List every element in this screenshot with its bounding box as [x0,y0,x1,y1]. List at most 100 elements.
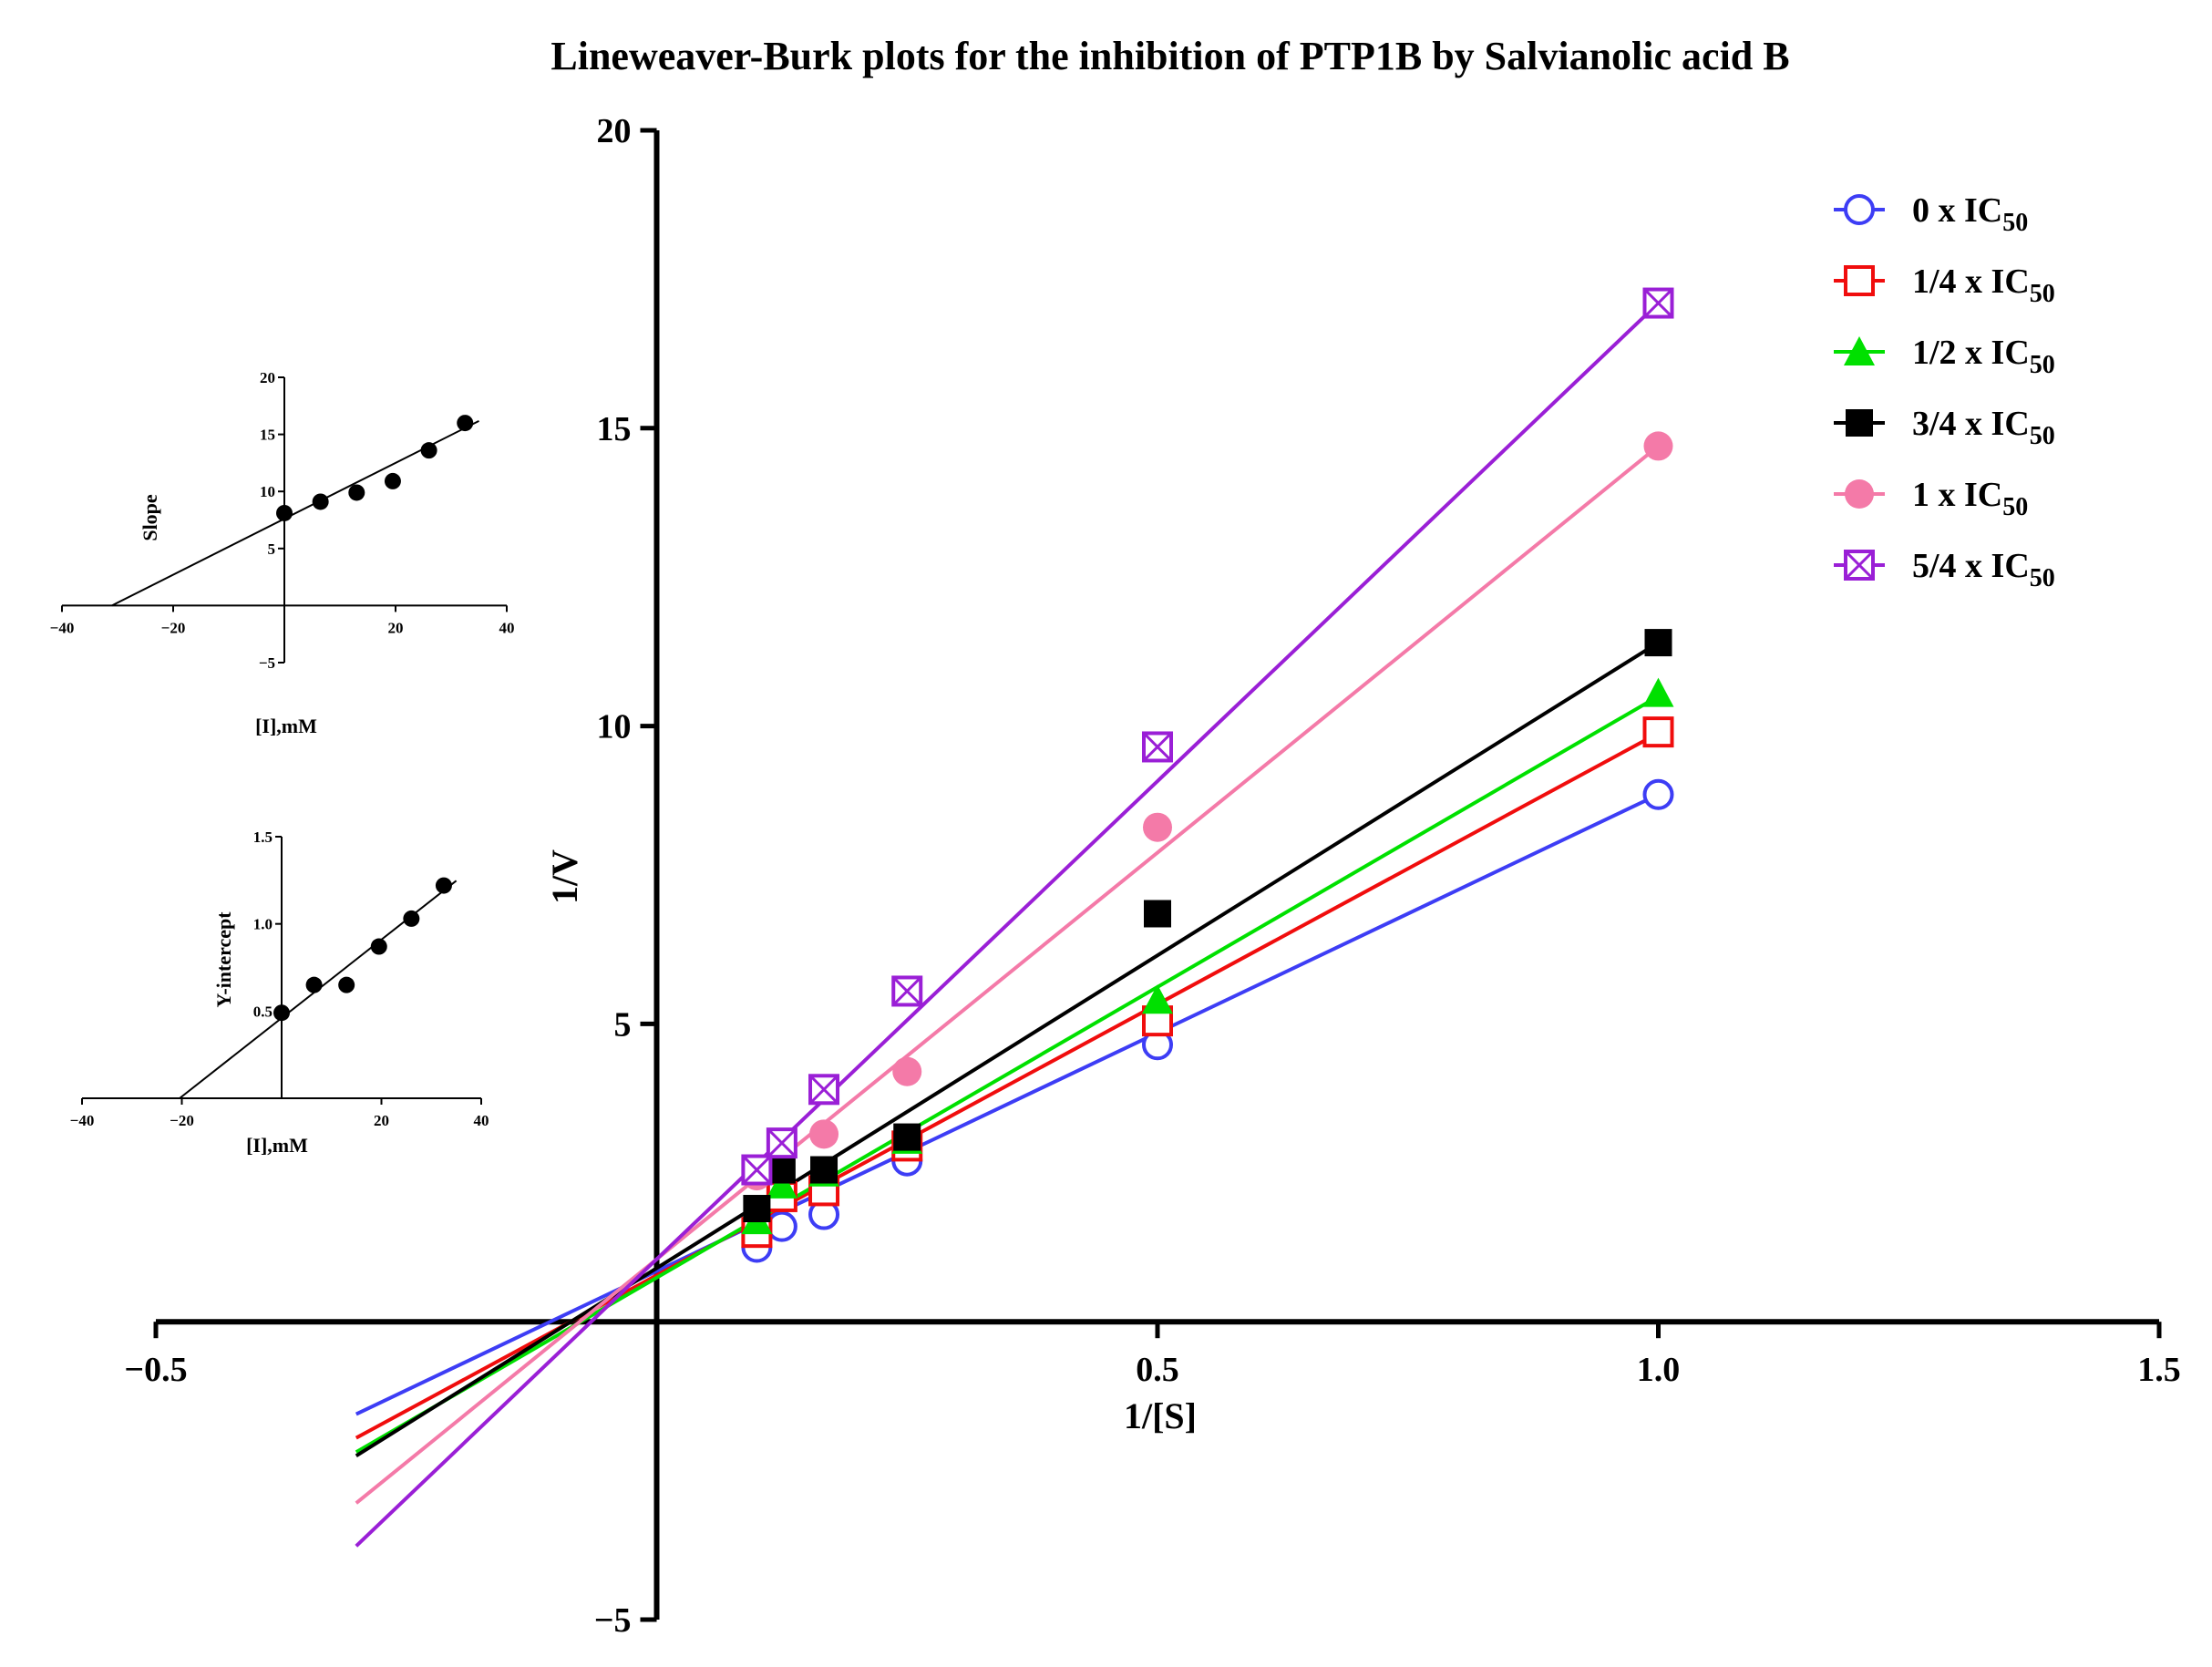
marker-cross [1142,732,1173,762]
y-axis-label: 1/V [544,849,585,904]
inset-data-point [338,976,355,993]
data-point [892,1056,922,1086]
y-tick-label: 5 [614,1005,632,1044]
legend-item: 1/2 x IC50 [1834,334,2055,379]
inset-fit-line [111,419,479,607]
marker-cross [808,1075,839,1105]
marker-cross [766,1128,797,1158]
inset-x-tick-label: −40 [70,1112,95,1129]
data-point [1142,731,1173,763]
data-point [741,1154,773,1186]
inset-slope-x-label: [I],mM [255,715,317,737]
data-point [766,1168,797,1199]
data-point [810,1156,839,1184]
x-tick-label: 1.0 [1637,1351,1681,1389]
legend-label-sub: 50 [2002,209,2028,237]
fit-line-4 [355,444,1660,1505]
data-point [808,1074,840,1106]
inset-data-point [312,493,329,510]
inset-x-tick-label: 40 [474,1112,489,1129]
marker-cross [1643,288,1673,318]
inset-x-tick-label: 20 [388,619,404,636]
inset-data-point [403,910,420,927]
legend-label-main: 5/4 x IC [1912,547,2030,585]
x-tick-label: −0.5 [124,1351,187,1389]
legend-label-sub: 50 [2030,351,2055,379]
data-point [1642,778,1674,810]
data-point [767,1156,796,1184]
legend-label-sub: 50 [2030,280,2055,308]
legend-item: 3/4 x IC50 [1834,405,2055,450]
data-point [1643,431,1673,461]
legend-marker [1844,550,1875,581]
legend-marker [1844,336,1875,365]
data-point [1642,716,1674,748]
main-fit-lines [355,302,1660,1548]
chart-title: Lineweaver-Burk plots for the inhibition… [550,34,1789,78]
main-axes: −0.5 0.5 1.0 1.5 −5 5 10 15 20 [124,112,2180,1640]
legend-label-sub: 50 [2002,493,2028,521]
inset-data-point [348,484,365,501]
fit-line-5 [355,302,1660,1548]
inset-data-point [384,472,401,489]
data-point [1144,900,1171,928]
marker-cross [742,1155,772,1185]
fit-line-0 [355,792,1660,1416]
data-point [891,975,923,1007]
legend-item: 5/4 x IC50 [1834,547,2055,592]
legend-label-main: 1/2 x IC [1912,334,2030,372]
inset-y-tick-label: 15 [260,427,275,444]
data-point [893,1123,921,1151]
x-axis-label: 1/[S] [1124,1395,1197,1436]
data-point [1143,812,1172,842]
inset-y-tick-label: 1.5 [253,828,273,846]
inset-y-tick-label: 0.5 [253,1003,273,1020]
inset-intercept-plot: Y-intercept [I],mM −40 −20 20 40 0.5 1.0 1.5 [70,828,489,1157]
inset-data-point [457,415,474,432]
y-tick-label: −5 [594,1601,632,1640]
inset-intercept-y-label: Y-intercept [212,911,235,1008]
x-tick-label: 0.5 [1136,1351,1179,1389]
main-data-points [741,287,1674,1263]
legend-item: 0 x IC50 [1834,191,2028,237]
legend-marker [1846,409,1873,437]
legend-label-sub: 50 [2030,422,2055,450]
inset-y-tick-label: 1.0 [253,916,273,933]
inset-data-point [273,1004,290,1022]
data-point [1142,984,1173,1014]
inset-x-tick-label: −20 [161,619,186,636]
inset-data-point [420,442,437,459]
inset-intercept-x-label: [I],mM [246,1134,308,1157]
legend-marker [1844,265,1875,296]
legend-label: 1/2 x IC50 [1912,334,2055,379]
data-point [1644,629,1672,657]
y-tick-label: 15 [597,410,632,448]
legend-label: 5/4 x IC50 [1912,547,2055,592]
legend-item: 1/4 x IC50 [1834,262,2055,308]
legend-label-sub: 50 [2030,564,2055,592]
inset-x-tick-label: −20 [170,1112,194,1129]
inset-y-tick-label: 20 [260,369,275,386]
inset-data-point [435,877,452,894]
inset-x-tick-label: 40 [499,619,515,636]
legend-label: 3/4 x IC50 [1912,405,2055,450]
data-point [1642,287,1674,319]
inset-x-tick-label: 20 [374,1112,389,1129]
inset-y-tick-label: 10 [260,483,275,500]
legend-label-main: 0 x IC [1912,191,2002,230]
legend-label-main: 3/4 x IC [1912,405,2030,443]
inset-data-point [276,504,293,521]
legend-label-main: 1/4 x IC [1912,262,2030,301]
inset-y-tick-label: 5 [268,540,276,558]
data-point [1642,677,1674,707]
data-point [743,1195,771,1223]
fit-line-2 [355,695,1660,1454]
y-tick-label: 10 [597,708,632,746]
legend-item: 1 x IC50 [1834,476,2028,521]
inset-data-point [305,976,323,993]
data-point [766,1127,797,1159]
legend-marker [1844,194,1875,225]
inset-data-point [370,938,387,955]
